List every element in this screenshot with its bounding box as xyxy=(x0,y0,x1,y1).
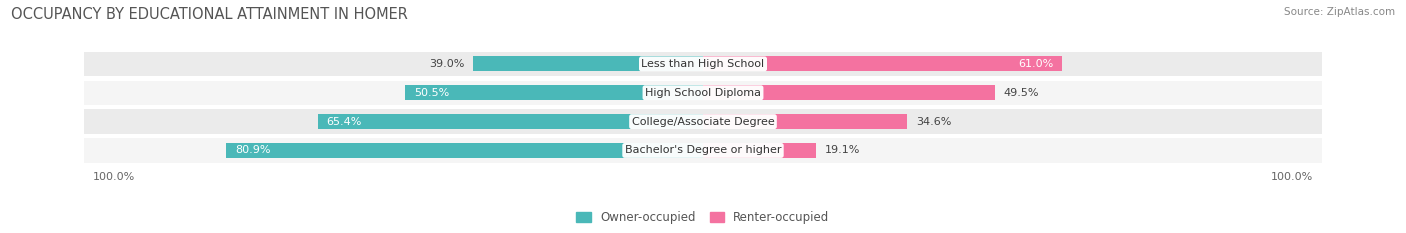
Bar xyxy=(226,143,703,158)
Bar xyxy=(703,85,994,100)
Text: 49.5%: 49.5% xyxy=(1004,88,1039,98)
Text: 50.5%: 50.5% xyxy=(415,88,450,98)
Bar xyxy=(84,52,1322,76)
Legend: Owner-occupied, Renter-occupied: Owner-occupied, Renter-occupied xyxy=(572,206,834,229)
Text: Source: ZipAtlas.com: Source: ZipAtlas.com xyxy=(1284,7,1395,17)
Text: Less than High School: Less than High School xyxy=(641,59,765,69)
Bar xyxy=(474,56,703,71)
Bar xyxy=(703,143,815,158)
Text: High School Diploma: High School Diploma xyxy=(645,88,761,98)
Bar xyxy=(703,56,1063,71)
Text: College/Associate Degree: College/Associate Degree xyxy=(631,116,775,127)
Text: 61.0%: 61.0% xyxy=(1018,59,1053,69)
Bar xyxy=(405,85,703,100)
Bar xyxy=(84,138,1322,163)
Bar xyxy=(84,81,1322,105)
Text: Bachelor's Degree or higher: Bachelor's Degree or higher xyxy=(624,145,782,155)
Text: OCCUPANCY BY EDUCATIONAL ATTAINMENT IN HOMER: OCCUPANCY BY EDUCATIONAL ATTAINMENT IN H… xyxy=(11,7,408,22)
Text: 34.6%: 34.6% xyxy=(915,116,950,127)
Text: 39.0%: 39.0% xyxy=(429,59,464,69)
Bar xyxy=(703,114,907,129)
Bar xyxy=(318,114,703,129)
Text: 65.4%: 65.4% xyxy=(326,116,361,127)
Text: 19.1%: 19.1% xyxy=(824,145,859,155)
Bar xyxy=(84,110,1322,134)
Text: 80.9%: 80.9% xyxy=(235,145,271,155)
